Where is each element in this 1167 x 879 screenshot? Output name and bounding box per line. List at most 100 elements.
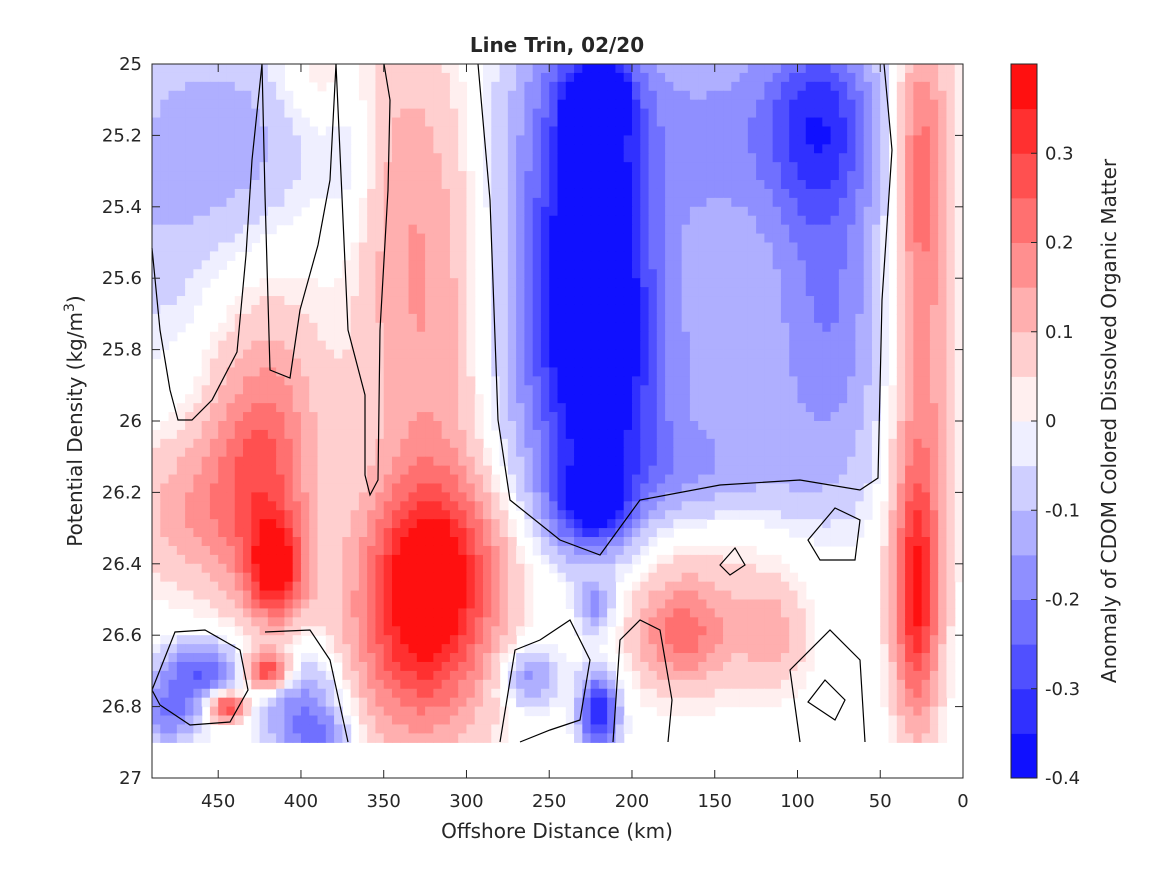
heatmap-cell xyxy=(714,188,724,199)
heatmap-cell xyxy=(574,287,583,297)
heatmap-cell xyxy=(665,376,674,386)
heatmap-cell xyxy=(267,403,277,413)
heatmap-cell xyxy=(574,465,583,476)
heatmap-cell xyxy=(847,528,857,538)
heatmap-cell xyxy=(557,340,567,351)
heatmap-cell xyxy=(176,545,186,556)
heatmap-cell xyxy=(847,135,857,145)
heatmap-cell xyxy=(830,412,840,422)
heatmap-cell xyxy=(441,545,451,556)
heatmap-cell xyxy=(896,438,906,449)
heatmap-cell xyxy=(805,99,815,110)
heatmap-cell xyxy=(888,483,898,493)
heatmap-cell xyxy=(251,108,261,119)
heatmap-cell xyxy=(797,456,807,467)
heatmap-cell xyxy=(292,197,302,208)
heatmap-cell xyxy=(425,474,434,485)
heatmap-cell xyxy=(681,456,691,467)
heatmap-cell xyxy=(954,340,964,351)
heatmap-cell xyxy=(168,224,178,235)
heatmap-cell xyxy=(689,304,699,315)
heatmap-cell xyxy=(880,162,890,172)
heatmap-cell xyxy=(706,340,716,351)
heatmap-cell xyxy=(491,162,501,172)
heatmap-cell xyxy=(309,447,319,458)
heatmap-cell xyxy=(176,64,186,74)
heatmap-cell xyxy=(367,296,377,306)
heatmap-cell xyxy=(640,537,650,547)
heatmap-cell xyxy=(309,296,319,306)
heatmap-cell xyxy=(565,188,575,199)
heatmap-cell xyxy=(764,367,774,377)
heatmap-cell xyxy=(615,64,625,74)
heatmap-cell xyxy=(698,206,708,217)
heatmap-cell xyxy=(565,90,575,101)
heatmap-cell xyxy=(524,429,534,440)
heatmap-cell xyxy=(896,117,906,128)
heatmap-cell xyxy=(433,135,443,145)
heatmap-cell xyxy=(499,171,509,181)
heatmap-cell xyxy=(234,483,244,493)
heatmap-cell xyxy=(772,349,782,360)
heatmap-cell xyxy=(565,421,575,431)
heatmap-cell xyxy=(259,206,269,217)
heatmap-cell xyxy=(814,224,823,235)
heatmap-cell xyxy=(267,340,277,351)
heatmap-cell xyxy=(259,340,269,351)
heatmap-cell xyxy=(830,537,840,547)
heatmap-cell xyxy=(797,180,807,190)
heatmap-cell xyxy=(780,465,790,476)
heatmap-cell xyxy=(218,224,228,235)
heatmap-cell xyxy=(623,412,633,422)
heatmap-cell xyxy=(458,242,468,253)
heatmap-cell xyxy=(698,108,708,119)
heatmap-cell xyxy=(300,492,310,502)
heatmap-cell xyxy=(259,180,269,190)
heatmap-cell xyxy=(847,537,857,547)
heatmap-cell xyxy=(673,180,683,190)
heatmap-cell xyxy=(209,349,219,360)
heatmap-cell xyxy=(938,492,948,502)
heatmap-cell xyxy=(193,188,203,199)
heatmap-cell xyxy=(880,304,890,315)
heatmap-cell xyxy=(921,197,931,208)
heatmap-cell xyxy=(731,358,741,369)
heatmap-cell xyxy=(896,242,906,253)
heatmap-cell xyxy=(425,322,434,333)
heatmap-cell xyxy=(582,215,592,226)
heatmap-cell xyxy=(747,474,757,485)
heatmap-cell xyxy=(665,64,674,74)
heatmap-cell xyxy=(929,233,939,244)
heatmap-cell xyxy=(209,215,219,226)
heatmap-cell xyxy=(954,251,964,261)
heatmap-cell xyxy=(358,90,368,101)
heatmap-cell xyxy=(466,197,476,208)
heatmap-cell xyxy=(474,519,484,529)
heatmap-cell xyxy=(350,313,360,324)
heatmap-cell xyxy=(855,144,865,154)
heatmap-cell xyxy=(896,465,906,476)
heatmap-cell xyxy=(466,188,476,199)
heatmap-cell xyxy=(433,385,443,395)
heatmap-cell xyxy=(400,180,410,190)
heatmap-cell xyxy=(822,206,832,217)
heatmap-cell xyxy=(880,331,890,342)
heatmap-cell xyxy=(292,483,302,493)
heatmap-cell xyxy=(532,144,542,154)
heatmap-cell xyxy=(814,367,823,377)
heatmap-cell xyxy=(631,331,641,342)
heatmap-cell xyxy=(764,296,774,306)
heatmap-cell xyxy=(805,188,815,199)
heatmap-cell xyxy=(458,153,468,163)
heatmap-cell xyxy=(201,251,211,261)
heatmap-cell xyxy=(640,99,650,110)
heatmap-cell xyxy=(747,456,757,467)
heatmap-cell xyxy=(309,340,319,351)
heatmap-cell xyxy=(739,376,749,386)
heatmap-cell xyxy=(656,474,666,485)
heatmap-cell xyxy=(391,215,401,226)
heatmap-cell xyxy=(540,385,550,395)
heatmap-cell xyxy=(615,349,625,360)
heatmap-cell xyxy=(673,144,683,154)
heatmap-cell xyxy=(731,545,741,556)
